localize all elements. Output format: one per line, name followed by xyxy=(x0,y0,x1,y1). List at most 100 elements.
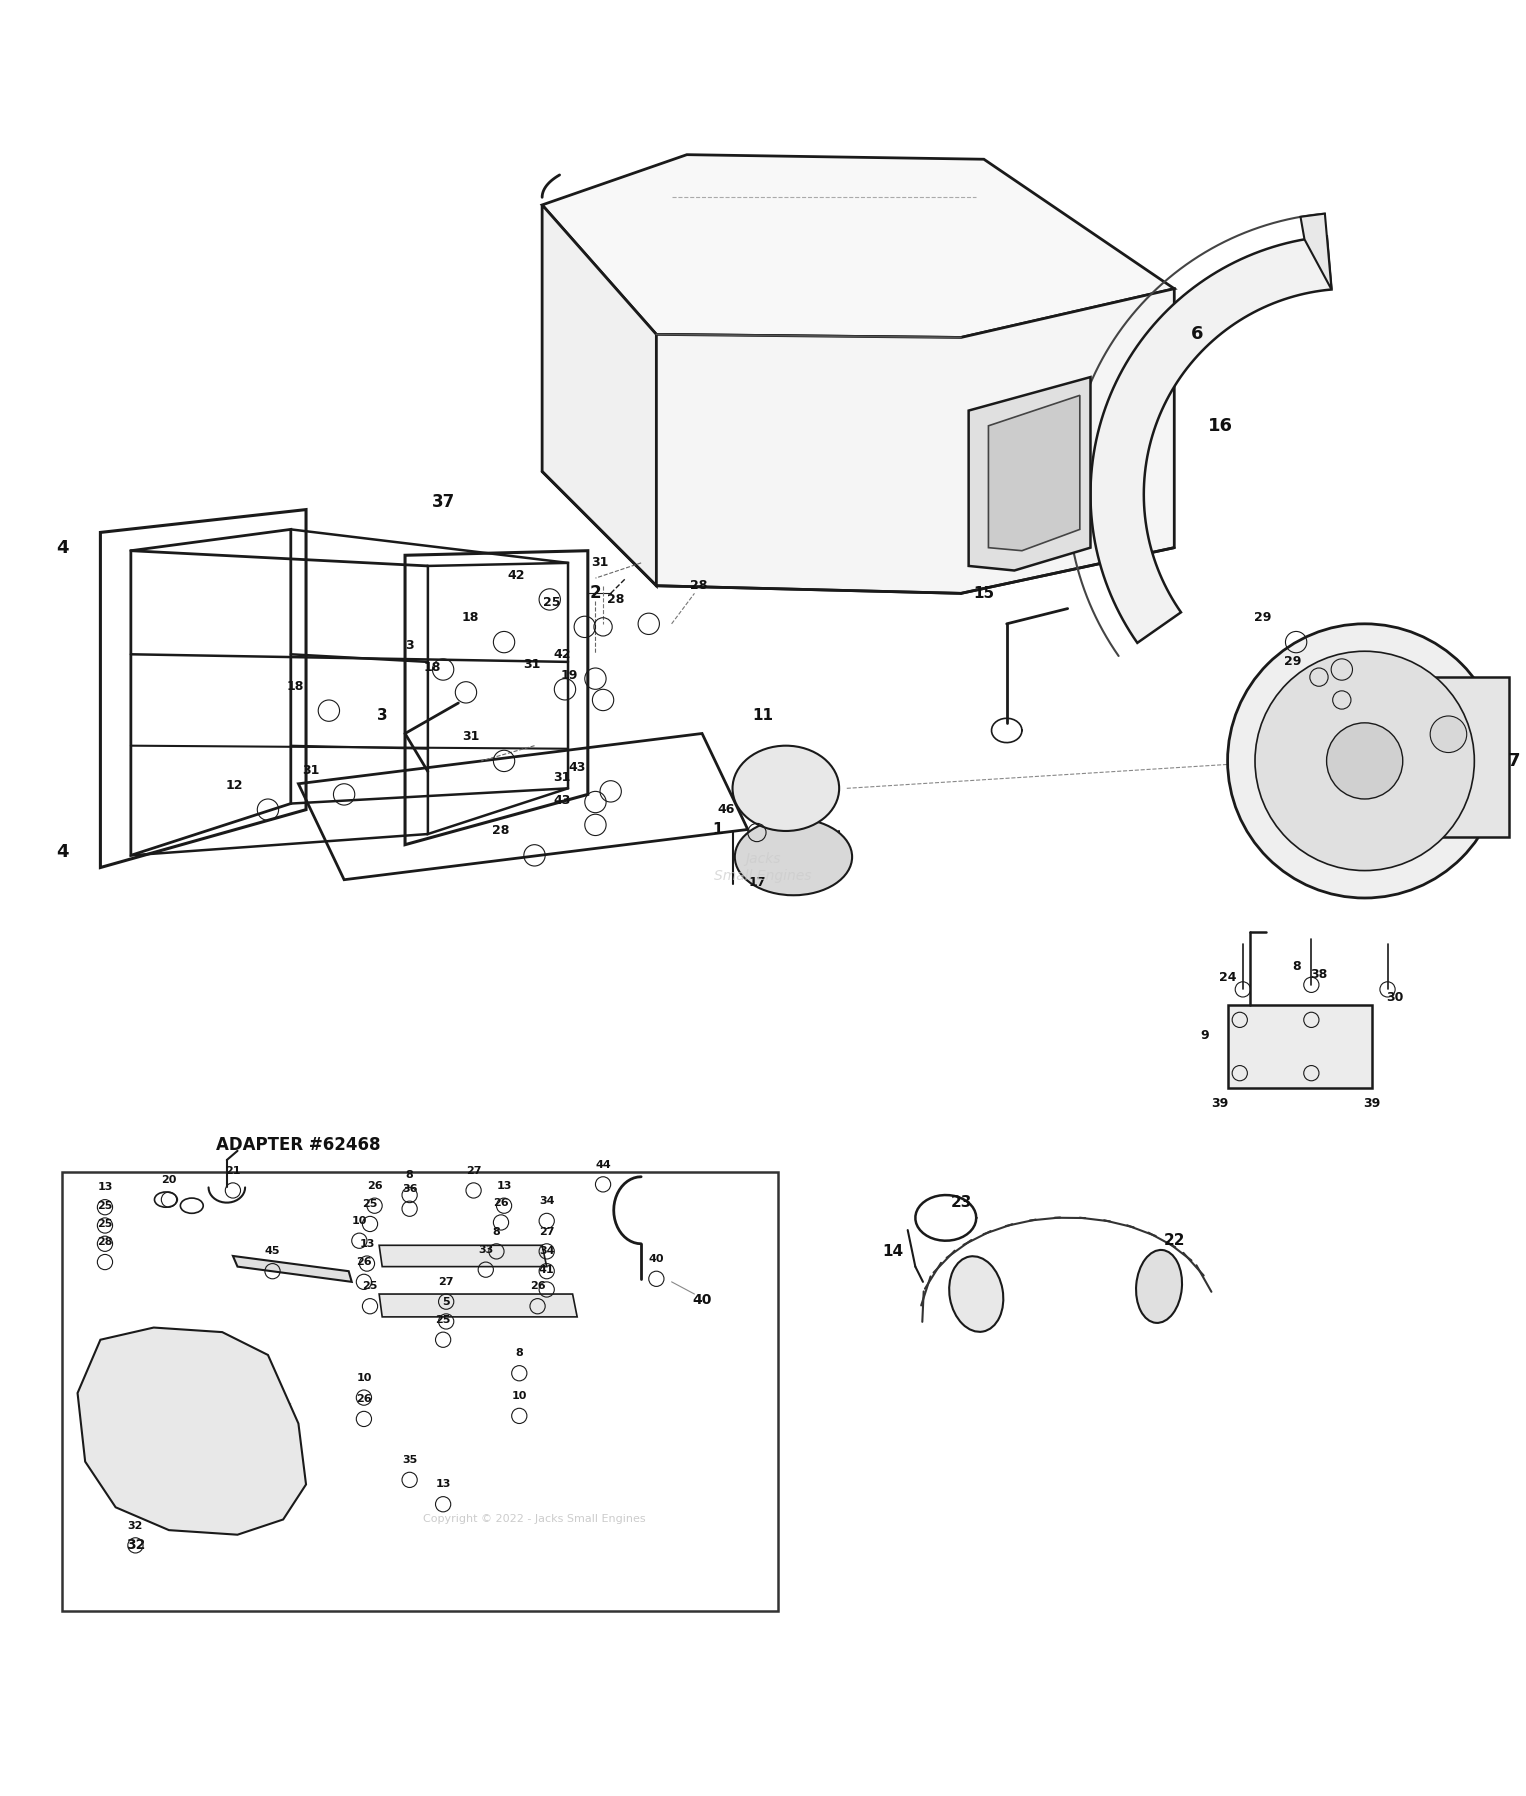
Text: ADAPTER #62468: ADAPTER #62468 xyxy=(217,1135,380,1153)
Text: 19: 19 xyxy=(562,670,578,682)
Text: 25: 25 xyxy=(543,596,560,609)
Text: 36: 36 xyxy=(401,1184,418,1194)
Text: 10: 10 xyxy=(511,1392,526,1401)
Text: 26: 26 xyxy=(366,1182,383,1191)
Text: 30: 30 xyxy=(1387,991,1404,1004)
Text: 22: 22 xyxy=(1163,1234,1186,1248)
Polygon shape xyxy=(542,205,656,585)
Circle shape xyxy=(1326,722,1402,799)
Text: 2: 2 xyxy=(589,584,601,602)
Text: 3: 3 xyxy=(406,639,414,652)
Text: 8: 8 xyxy=(493,1227,501,1237)
Polygon shape xyxy=(1425,677,1509,837)
Ellipse shape xyxy=(736,819,852,894)
Text: 38: 38 xyxy=(1311,968,1328,981)
Circle shape xyxy=(1227,623,1502,898)
Text: 20: 20 xyxy=(162,1175,177,1185)
Text: 25: 25 xyxy=(98,1219,113,1228)
Text: 15: 15 xyxy=(974,585,995,602)
Text: Jacks
Small Engines: Jacks Small Engines xyxy=(714,853,812,882)
Text: 37: 37 xyxy=(432,492,455,512)
Text: 16: 16 xyxy=(1207,417,1233,435)
Text: 32: 32 xyxy=(125,1539,145,1552)
Polygon shape xyxy=(78,1327,307,1536)
Text: 39: 39 xyxy=(1212,1097,1228,1110)
Text: 44: 44 xyxy=(595,1160,610,1169)
Text: 13: 13 xyxy=(496,1182,511,1191)
Ellipse shape xyxy=(1135,1250,1183,1324)
Text: 4: 4 xyxy=(56,844,69,862)
Text: 40: 40 xyxy=(649,1254,664,1264)
Text: 9: 9 xyxy=(1201,1029,1209,1042)
Text: 25: 25 xyxy=(98,1202,113,1211)
Text: 26: 26 xyxy=(356,1394,372,1404)
Text: 24: 24 xyxy=(1219,970,1236,984)
Text: 4: 4 xyxy=(56,539,69,557)
Text: 26: 26 xyxy=(493,1198,508,1207)
Polygon shape xyxy=(378,1295,577,1316)
Text: 17: 17 xyxy=(748,876,766,889)
Text: 45: 45 xyxy=(266,1246,281,1257)
Text: 31: 31 xyxy=(462,729,479,744)
Text: 8: 8 xyxy=(516,1349,523,1358)
Text: 29: 29 xyxy=(1254,611,1271,625)
Polygon shape xyxy=(656,289,1175,593)
Polygon shape xyxy=(63,1173,778,1611)
Circle shape xyxy=(1254,652,1474,871)
Text: 8: 8 xyxy=(1293,961,1300,973)
Text: 31: 31 xyxy=(302,763,319,776)
Text: 33: 33 xyxy=(478,1245,493,1255)
Text: 18: 18 xyxy=(462,611,479,625)
Polygon shape xyxy=(1300,214,1332,289)
Text: 3: 3 xyxy=(377,708,388,722)
Text: 27: 27 xyxy=(539,1227,554,1237)
Text: 28: 28 xyxy=(493,824,510,837)
Text: 39: 39 xyxy=(1364,1097,1381,1110)
Text: 25: 25 xyxy=(435,1315,450,1325)
Text: 35: 35 xyxy=(401,1455,417,1466)
Text: 28: 28 xyxy=(606,593,624,605)
Text: 26: 26 xyxy=(530,1281,545,1291)
Text: 25: 25 xyxy=(362,1200,378,1209)
Polygon shape xyxy=(1091,237,1332,643)
Text: 42: 42 xyxy=(508,569,525,582)
Text: 18: 18 xyxy=(424,661,441,675)
Polygon shape xyxy=(1227,1004,1372,1088)
Text: 34: 34 xyxy=(539,1196,554,1207)
Text: 8: 8 xyxy=(406,1171,414,1180)
Text: 6: 6 xyxy=(1190,325,1204,343)
Text: 32: 32 xyxy=(128,1521,143,1530)
Text: 31: 31 xyxy=(554,770,571,785)
Text: 23: 23 xyxy=(951,1194,972,1211)
Text: 42: 42 xyxy=(554,648,571,661)
Text: 28: 28 xyxy=(690,580,708,593)
Text: 43: 43 xyxy=(569,760,586,774)
Text: 26: 26 xyxy=(1300,639,1317,652)
Text: 31: 31 xyxy=(523,659,540,672)
Text: 13: 13 xyxy=(435,1480,450,1489)
Text: 28: 28 xyxy=(98,1237,113,1246)
Text: 21: 21 xyxy=(226,1166,241,1176)
Polygon shape xyxy=(989,395,1080,551)
Text: 34: 34 xyxy=(539,1246,554,1257)
Text: 13: 13 xyxy=(98,1182,113,1193)
Text: 46: 46 xyxy=(717,803,736,815)
Polygon shape xyxy=(969,377,1091,571)
Text: Copyright © 2022 - Jacks Small Engines: Copyright © 2022 - Jacks Small Engines xyxy=(423,1514,645,1525)
Ellipse shape xyxy=(949,1255,1003,1333)
Text: 11: 11 xyxy=(752,708,774,722)
Text: 29: 29 xyxy=(1285,656,1302,668)
Text: 27: 27 xyxy=(465,1166,481,1176)
Text: 12: 12 xyxy=(226,779,243,792)
Text: 18: 18 xyxy=(287,679,304,693)
Text: 26: 26 xyxy=(356,1257,372,1266)
Text: 1: 1 xyxy=(713,823,722,837)
Polygon shape xyxy=(378,1245,546,1266)
Text: 31: 31 xyxy=(592,557,609,569)
Text: 13: 13 xyxy=(359,1239,375,1248)
Polygon shape xyxy=(233,1255,351,1282)
Text: 7: 7 xyxy=(1508,753,1520,770)
Text: 10: 10 xyxy=(356,1372,372,1383)
Text: 10: 10 xyxy=(351,1216,368,1227)
Text: 43: 43 xyxy=(554,794,571,806)
